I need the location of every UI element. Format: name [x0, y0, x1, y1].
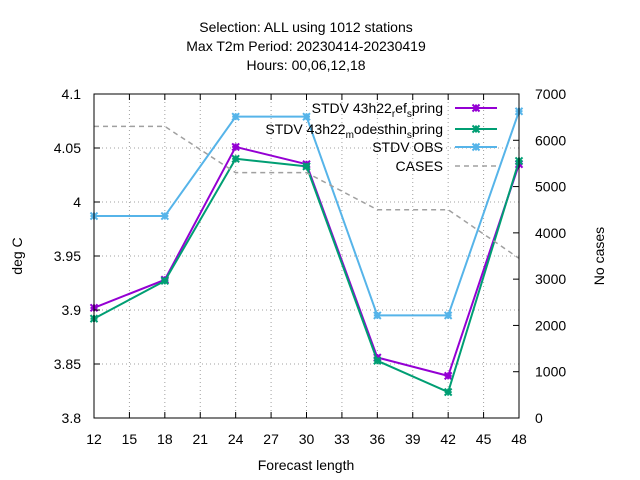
y2-tick-label: 7000 [535, 86, 566, 102]
series-stdv-43h22-modesthin-spring-point [160, 276, 170, 286]
tick-labels: 12 15 18 21 24 27 30 33 36 39 42 45 48 3.8 3.85 3.9 3.95… [54, 86, 567, 447]
x-tick-label: 21 [192, 431, 208, 447]
x-axis-label: Forecast length [258, 457, 355, 473]
series-stdv-obs-point [160, 211, 170, 221]
series-stdv-43h22-ref-spring-point [231, 142, 240, 152]
x-tick-label: 39 [405, 431, 421, 447]
chart-title: Selection: ALL using 1012 stations Max T… [186, 19, 426, 73]
series-stdv-43h22-modesthin-spring [89, 154, 524, 397]
y2-tick-label: 3000 [535, 271, 566, 287]
legend-label-part: STDV 43h22 [265, 121, 345, 137]
series-stdv-obs-point [443, 311, 453, 320]
legend-marker [471, 124, 481, 134]
series-stdv-obs-point [373, 311, 382, 320]
x-tick-label: 18 [157, 431, 173, 447]
series-stdv-43h22-modesthin-spring-point [231, 154, 240, 164]
legend-label: STDV 43h22refspring [312, 100, 443, 120]
legend-label-part: m [346, 130, 354, 141]
x-tick-label: 48 [511, 431, 527, 447]
title-line-1: Selection: ALL using 1012 stations [199, 19, 413, 35]
y-tick-label: 3.9 [62, 302, 82, 318]
series-cases [94, 125, 520, 259]
series-stdv-43h22-ref-spring-line [93, 145, 520, 377]
y-tick-label: 3.95 [54, 248, 81, 264]
series-stdv-43h22-modesthin-spring-point [302, 162, 311, 171]
y2-axis-label: No cases [591, 227, 607, 285]
y-axis-label: deg C [9, 237, 25, 274]
grid [94, 94, 519, 418]
tick-marks [93, 93, 520, 419]
y-tick-label: 4.1 [62, 86, 82, 102]
series-cases-line [94, 125, 520, 259]
legend-label-part: s [407, 109, 412, 120]
legend-label-part: pring [412, 100, 443, 116]
legend-label: STDV OBS [372, 139, 443, 155]
x-tick-label: 27 [263, 431, 279, 447]
legend-marker [471, 103, 481, 113]
x-tick-label: 33 [334, 431, 350, 447]
legend-label-part: pring [412, 121, 443, 137]
y2-tick-label: 6000 [535, 132, 566, 148]
legend-label: CASES [396, 158, 443, 174]
legend-label-part: STDV 43h22 [312, 100, 392, 116]
legend-label-part: ef [395, 100, 407, 116]
legend-label-part: odesthin [354, 121, 407, 137]
legend-label-part: r [392, 109, 396, 120]
series-stdv-obs-point [302, 112, 311, 121]
x-tick-label: 36 [370, 431, 386, 447]
y2-tick-label: 4000 [535, 225, 566, 241]
series-stdv-43h22-modesthin-spring-point [443, 387, 453, 397]
series-stdv-43h22-ref-spring-point [443, 371, 453, 381]
x-tick-label: 12 [86, 431, 102, 447]
x-tick-label: 45 [476, 431, 492, 447]
title-line-3: Hours: 00,06,12,18 [246, 57, 365, 73]
y-tick-label: 3.8 [62, 410, 82, 426]
series-stdv-43h22-modesthin-spring-point [373, 356, 382, 365]
title-line-2: Max T2m Period: 20230414-20230419 [186, 38, 426, 54]
y2-tick-label: 0 [535, 410, 543, 426]
series-stdv-obs-point [231, 112, 240, 121]
x-tick-label: 15 [122, 431, 138, 447]
y-tick-label: 4.05 [54, 140, 81, 156]
y-tick-label: 3.85 [54, 356, 81, 372]
y2-tick-label: 2000 [535, 317, 566, 333]
y2-tick-label: 5000 [535, 179, 566, 195]
x-tick-label: 42 [440, 431, 456, 447]
x-tick-label: 24 [228, 431, 244, 447]
y-tick-label: 4 [73, 194, 81, 210]
x-tick-label: 30 [299, 431, 315, 447]
legend-label-part: s [407, 130, 412, 141]
legend-marker [471, 142, 481, 152]
legend-label: STDV 43h22modesthinspring [265, 121, 443, 141]
series-stdv-obs [89, 107, 524, 320]
y2-tick-label: 1000 [535, 364, 566, 380]
